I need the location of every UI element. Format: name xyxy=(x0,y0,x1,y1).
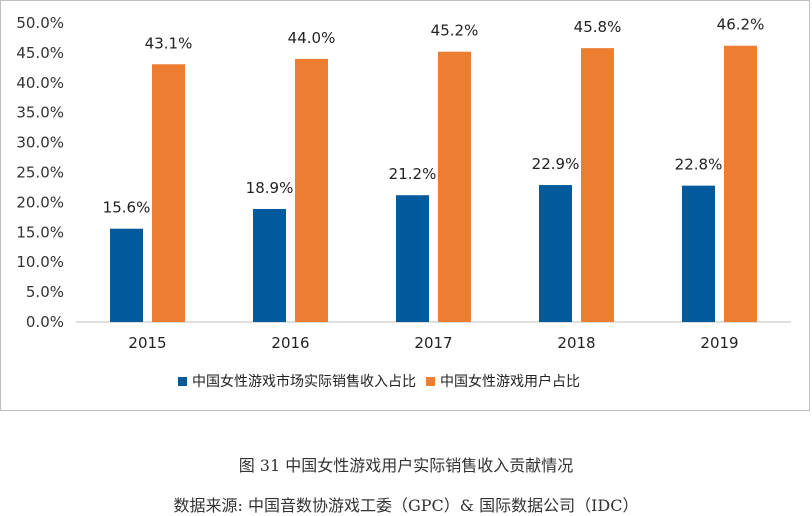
data-label: 45.8% xyxy=(574,18,622,36)
legend-label: 中国女性游戏市场实际销售收入占比 xyxy=(192,373,416,390)
x-tick-label: 2018 xyxy=(557,334,595,352)
legend-label: 中国女性游戏用户占比 xyxy=(440,373,580,390)
data-label: 46.2% xyxy=(717,16,765,34)
y-tick-label: 35.0% xyxy=(16,104,64,122)
y-tick-label: 20.0% xyxy=(16,193,64,211)
bar-user-share xyxy=(724,45,757,322)
bar-user-share xyxy=(438,51,471,322)
y-tick-label: 30.0% xyxy=(16,134,64,152)
data-label: 45.2% xyxy=(431,22,479,40)
data-source: 数据来源: 中国音数协游戏工委（GPC）& 国际数据公司（IDC） xyxy=(173,496,639,515)
y-tick-label: 10.0% xyxy=(16,253,64,271)
bar-revenue-share xyxy=(539,185,572,322)
y-tick-label: 25.0% xyxy=(16,164,64,182)
data-label: 15.6% xyxy=(103,199,151,217)
chart-frame: 0.0% 5.0% 10.0% 15.0% 20.0% 25.0% 30.0% 35.0% 40… xyxy=(0,0,810,411)
bar-revenue-share xyxy=(110,228,143,322)
data-label: 43.1% xyxy=(145,34,193,52)
data-label: 22.8% xyxy=(675,156,723,174)
bar-user-share xyxy=(581,48,614,323)
bar-user-share xyxy=(152,64,185,323)
x-tick-label: 2015 xyxy=(128,334,166,352)
data-label: 44.0% xyxy=(288,29,336,47)
y-tick-label: 45.0% xyxy=(16,44,64,62)
bar-revenue-share xyxy=(396,195,429,322)
legend-swatch xyxy=(426,377,435,386)
y-tick-label: 50.0% xyxy=(16,14,64,32)
x-tick-label: 2016 xyxy=(271,334,309,352)
bar-revenue-share xyxy=(682,185,715,322)
y-tick-label: 5.0% xyxy=(26,283,64,301)
y-tick-label: 0.0% xyxy=(26,313,64,331)
bar-revenue-share xyxy=(253,208,286,322)
x-tick-label: 2019 xyxy=(700,334,738,352)
data-label: 18.9% xyxy=(246,179,294,197)
x-tick-label: 2017 xyxy=(414,334,452,352)
bar-chart: 0.0% 5.0% 10.0% 15.0% 20.0% 25.0% 30.0% 35.0% 40… xyxy=(16,14,791,390)
y-tick-label: 40.0% xyxy=(16,74,64,92)
data-label: 21.2% xyxy=(389,165,437,183)
data-label: 22.9% xyxy=(532,155,580,173)
y-tick-label: 15.0% xyxy=(16,223,64,241)
bar-user-share xyxy=(295,58,328,322)
legend-swatch xyxy=(178,377,187,386)
figure-caption: 图 31 中国女性游戏用户实际销售收入贡献情况 xyxy=(238,456,574,475)
